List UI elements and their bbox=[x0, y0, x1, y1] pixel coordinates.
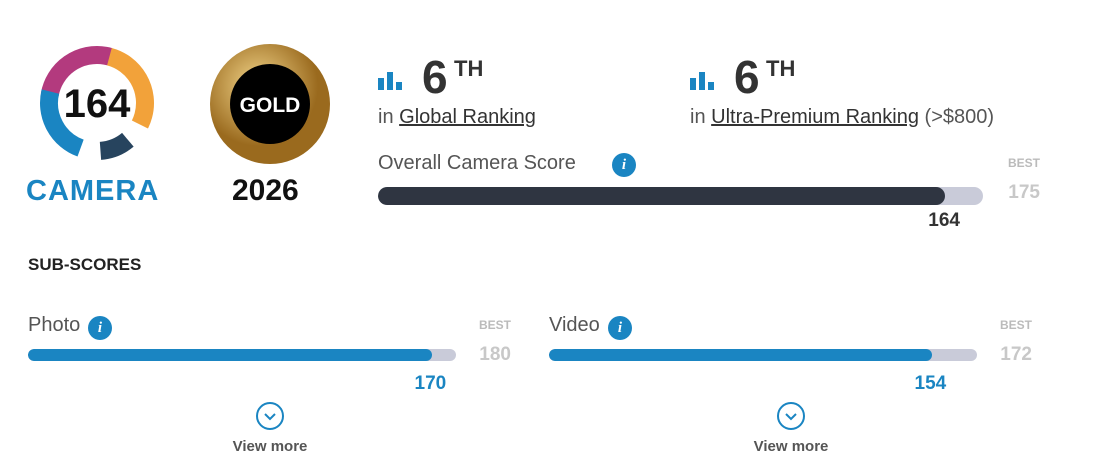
icon-bar bbox=[690, 78, 696, 90]
best-label: BEST bbox=[478, 318, 511, 332]
icon-bar bbox=[378, 78, 384, 90]
chevron bbox=[785, 413, 797, 421]
icon-bar bbox=[699, 72, 705, 90]
subscore-label: Photo bbox=[28, 314, 81, 336]
rank-number: 6 bbox=[422, 51, 448, 103]
chevron bbox=[264, 413, 276, 421]
overall-label: Overall Camera Score bbox=[378, 152, 576, 174]
subscore-bar bbox=[549, 349, 933, 361]
subscore-track bbox=[549, 349, 977, 361]
subscores-title: SUB-SCORES bbox=[28, 255, 142, 274]
rank-link[interactable]: Ultra-Premium Ranking bbox=[711, 106, 919, 128]
best-label: BEST bbox=[1007, 156, 1040, 170]
rank-suffix: TH bbox=[454, 56, 484, 81]
score-value: 164 bbox=[928, 210, 960, 231]
view-more[interactable]: View more bbox=[210, 402, 330, 455]
subscore-track bbox=[28, 349, 456, 361]
view-more-text: View more bbox=[753, 438, 829, 455]
badge-label: CAMERA bbox=[26, 175, 160, 207]
subscore-value: 154 bbox=[914, 373, 947, 394]
best-value: 172 bbox=[1000, 344, 1032, 365]
view-more-text: View more bbox=[232, 438, 308, 455]
score-badge: 164 bbox=[40, 46, 154, 160]
award-label: GOLD bbox=[240, 94, 301, 117]
rank-link[interactable]: Global Ranking bbox=[399, 106, 536, 128]
info-icon[interactable]: i bbox=[88, 316, 112, 340]
subscore-label: Video bbox=[549, 314, 600, 336]
icon-bar bbox=[708, 82, 714, 90]
subscore-value: 170 bbox=[414, 373, 447, 394]
icon-bar bbox=[387, 72, 393, 90]
rank-line: in Global Ranking bbox=[378, 106, 536, 129]
score-track bbox=[378, 187, 983, 205]
rank-line: in Ultra-Premium Ranking (>$800) bbox=[690, 106, 994, 129]
rank-icon bbox=[690, 68, 720, 90]
info-icon[interactable]: i bbox=[608, 316, 632, 340]
award-year: 2026 bbox=[232, 174, 299, 207]
chevron-icon bbox=[777, 402, 805, 430]
best-value: 180 bbox=[479, 344, 511, 365]
gold-medal: GOLD bbox=[210, 44, 330, 164]
best-label: BEST bbox=[999, 318, 1032, 332]
rank-number: 6 bbox=[734, 51, 760, 103]
rank-icon bbox=[378, 68, 408, 90]
rank-prefix: in bbox=[690, 106, 706, 128]
best-value: 175 bbox=[1008, 182, 1040, 203]
icon-bar bbox=[396, 82, 402, 90]
rank-note: (>$800) bbox=[924, 106, 995, 128]
badge-score: 164 bbox=[64, 82, 131, 126]
score-bar bbox=[378, 187, 945, 205]
subscore-bar bbox=[28, 349, 433, 361]
view-more[interactable]: View more bbox=[731, 402, 851, 455]
rank-suffix: TH bbox=[766, 56, 796, 81]
info-icon[interactable]: i bbox=[612, 153, 636, 177]
chevron-icon bbox=[256, 402, 284, 430]
rank-prefix: in bbox=[378, 106, 394, 128]
